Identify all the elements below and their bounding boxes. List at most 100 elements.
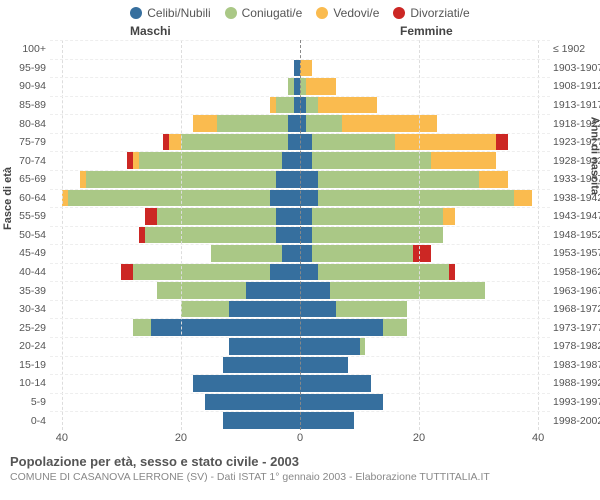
chart-title: Popolazione per età, sesso e stato civil… (10, 454, 590, 469)
bar-segment (151, 319, 300, 336)
bar-segment (276, 171, 300, 188)
bar-female (300, 282, 485, 299)
bar-male (80, 171, 300, 188)
bar-segment (318, 97, 378, 114)
bar-male (270, 97, 300, 114)
bar-segment (312, 134, 395, 151)
bar-segment (300, 375, 371, 392)
age-label: 25-29 (0, 322, 46, 334)
legend: Celibi/NubiliConiugati/eVedovi/eDivorzia… (0, 0, 600, 24)
bar-male (157, 282, 300, 299)
age-label: 100+ (0, 43, 46, 55)
age-label: 55-59 (0, 210, 46, 222)
bar-segment (229, 301, 300, 318)
birth-year-label: 1978-1982 (553, 340, 600, 352)
bar-segment (282, 152, 300, 169)
bar-segment (145, 208, 157, 225)
birth-year-label: 1923-1927 (553, 136, 600, 148)
birth-year-label: 1968-1972 (553, 303, 600, 315)
bar-male (193, 115, 300, 132)
bar-female (300, 208, 455, 225)
bar-segment (193, 115, 217, 132)
birth-year-label: 1973-1977 (553, 322, 600, 334)
bar-segment (318, 264, 449, 281)
center-line (300, 40, 301, 430)
age-label: 30-34 (0, 303, 46, 315)
bar-female (300, 319, 407, 336)
age-label: 45-49 (0, 247, 46, 259)
bar-female (300, 134, 508, 151)
bar-male (121, 264, 300, 281)
x-tick-label: 40 (56, 432, 68, 444)
bar-segment (496, 134, 508, 151)
bar-segment (157, 282, 246, 299)
age-label: 90-94 (0, 80, 46, 92)
birth-year-label: 1913-1917 (553, 99, 600, 111)
bar-segment (300, 171, 318, 188)
bar-male (223, 357, 300, 374)
bar-male (223, 412, 300, 429)
bar-segment (383, 319, 407, 336)
legend-item: Divorziati/e (393, 6, 469, 20)
birth-year-label: 1918-1922 (553, 118, 600, 130)
legend-swatch (393, 7, 405, 19)
birth-year-label: 1983-1987 (553, 359, 600, 371)
bar-segment (312, 152, 431, 169)
gridline-v (62, 40, 63, 430)
bar-segment (300, 319, 383, 336)
age-label: 35-39 (0, 285, 46, 297)
bar-female (300, 190, 532, 207)
bar-female (300, 338, 365, 355)
bar-segment (169, 134, 181, 151)
legend-label: Coniugati/e (242, 6, 303, 20)
age-label: 10-14 (0, 377, 46, 389)
bar-male (288, 78, 300, 95)
age-label: 95-99 (0, 62, 46, 74)
bar-segment (300, 152, 312, 169)
bar-segment (193, 375, 300, 392)
bar-segment (306, 115, 342, 132)
bar-segment (270, 190, 300, 207)
bar-female (300, 152, 496, 169)
bar-segment (205, 394, 300, 411)
bar-segment (300, 60, 312, 77)
bar-female (300, 115, 437, 132)
bar-segment (514, 190, 532, 207)
bar-segment (276, 97, 294, 114)
bar-female (300, 394, 383, 411)
birth-year-label: ≤ 1902 (553, 43, 600, 55)
bar-segment (318, 171, 479, 188)
age-label: 80-84 (0, 118, 46, 130)
bar-segment (145, 227, 276, 244)
birth-year-label: 1958-1962 (553, 266, 600, 278)
bar-segment (300, 227, 312, 244)
age-label: 40-44 (0, 266, 46, 278)
bar-male (163, 134, 300, 151)
bar-segment (395, 134, 496, 151)
birth-year-label: 1938-1942 (553, 192, 600, 204)
bar-segment (181, 301, 229, 318)
age-label: 20-24 (0, 340, 46, 352)
bar-female (300, 412, 354, 429)
bar-segment (223, 357, 300, 374)
bar-segment (229, 338, 300, 355)
bar-segment (312, 245, 413, 262)
bar-segment (479, 171, 509, 188)
bar-segment (288, 134, 300, 151)
bar-male (229, 338, 300, 355)
legend-label: Divorziati/e (410, 6, 469, 20)
bar-segment (276, 208, 300, 225)
gridline-v (181, 40, 182, 430)
legend-swatch (316, 7, 328, 19)
bar-segment (318, 190, 514, 207)
chart: 100+≤ 190295-991903-190790-941908-191285… (50, 40, 550, 448)
bar-male (127, 152, 300, 169)
age-label: 15-19 (0, 359, 46, 371)
bar-segment (360, 338, 366, 355)
bar-female (300, 264, 455, 281)
birth-year-label: 1933-1937 (553, 173, 600, 185)
gender-headers: Maschi Femmine (0, 24, 600, 40)
bar-segment (133, 319, 151, 336)
x-tick-label: 0 (297, 432, 303, 444)
x-tick-label: 40 (532, 432, 544, 444)
